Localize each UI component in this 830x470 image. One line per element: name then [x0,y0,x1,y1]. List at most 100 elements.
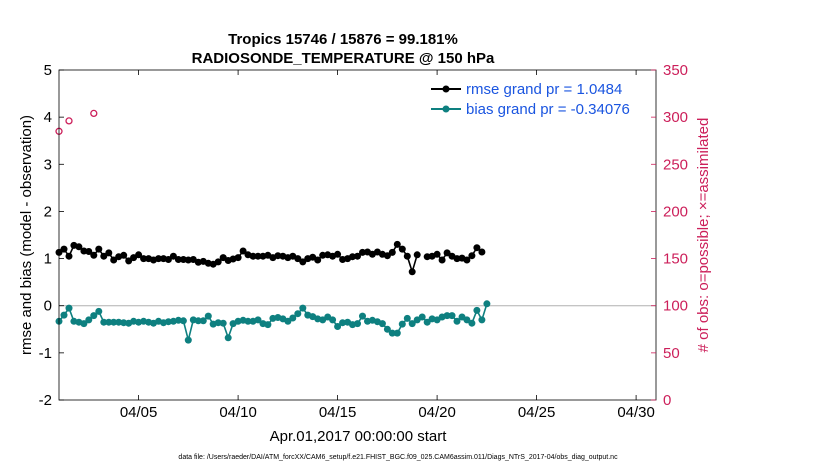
bias-point [359,312,366,320]
rmse-point [398,245,406,253]
rmse-point [100,252,108,260]
y2-tick-label: 250 [663,156,688,173]
bias-point [443,312,451,320]
bias-point [80,320,88,328]
x-tick-label: 04/20 [418,404,456,421]
rmse-point [110,256,118,264]
rmse-point [90,251,98,259]
y-tick-label: 3 [44,156,52,173]
rmse-point [234,254,242,262]
bias-point [60,311,68,319]
rmse-point [120,251,128,259]
y-axis-label: rmse and bias (model - observation) [18,115,35,355]
x-axis: 04/05 04/10 04/15 04/20 04/25 04/30 [120,70,655,421]
footnote: data file: /Users/raeder/DAI/ATM_forcXX/… [178,454,618,461]
y-axis-right: 0 50 100 150 200 250 300 350 [651,62,688,409]
y-tick-label: 1 [44,251,52,268]
rmse-series [55,240,486,276]
rmse-point [60,245,68,253]
rmse-point [438,256,446,264]
rmse-point [174,256,182,263]
bias-point [468,319,476,327]
bias-point [408,320,416,328]
x-tick-label: 04/25 [518,404,556,421]
y-tick-label: -2 [39,392,52,409]
bias-point [105,318,113,326]
y-tick-label: 0 [44,298,52,315]
rmse-point [383,252,391,260]
rmse-point [125,257,133,265]
bias-point [453,317,461,325]
plot-frame [58,69,657,401]
rmse-point [354,252,361,260]
legend-box [426,78,646,120]
rmse-point [294,255,302,263]
rmse-point [105,249,113,257]
obs-possible-marker [65,117,73,125]
y-axis-left: -2 -1 0 1 2 3 4 5 [39,62,64,409]
x-tick-label: 04/05 [120,404,158,421]
chart-subtitle: RADIOSONDE_TEMPERATURE @ 150 hPa [192,50,495,67]
legend-rmse-marker [442,85,450,93]
x-tick-label: 04/10 [219,404,257,421]
rmse-point [433,250,441,258]
y2-tick-label: 300 [663,109,688,126]
bias-point [299,304,307,312]
bias-point [95,307,103,315]
rmse-point [403,252,411,260]
rmse-point [463,256,471,264]
obs-possible-marker [90,109,98,118]
y2-tick-label: 0 [663,392,671,409]
rmse-point [239,247,247,255]
rmse-point [65,252,73,260]
x-tick-label: 04/30 [617,404,655,421]
bias-point [294,310,302,318]
rmse-point [408,268,416,276]
bias-point [284,317,292,325]
rmse-point [214,258,222,266]
bias-point [448,312,456,320]
series-layer [55,109,491,344]
bias-point [418,313,426,321]
bias-point [199,317,207,325]
y2-tick-label: 150 [663,251,688,268]
legend-bias-label: bias grand pr = -0.34076 [466,101,630,118]
rmse-point [478,248,486,256]
bias-point [184,336,192,344]
bias-point [224,334,232,342]
x-axis-label: Apr.01,2017 00:00:00 start [270,428,448,445]
rmse-point [95,245,103,253]
y2-tick-label: 350 [663,62,688,79]
bias-point [164,318,172,326]
bias-point [378,320,386,328]
legend-bias-marker [442,105,450,113]
y2-tick-label: 50 [663,345,680,362]
bias-point [393,329,401,337]
bias-point [289,314,297,322]
rmse-point [393,240,401,248]
rmse-point [359,248,366,256]
bias-point [85,316,93,324]
bias-point [334,323,342,330]
y2-tick-label: 200 [663,203,688,220]
bias-point [423,318,431,326]
bias-point [179,317,187,325]
rmse-point [388,248,396,256]
bias-series [55,300,491,344]
rmse-point [135,251,143,259]
bias-point [65,304,73,312]
bias-point [483,300,491,308]
bias-point [254,316,262,324]
bias-point [194,317,202,325]
rmse-point [473,244,481,252]
y-tick-label: 5 [44,62,52,79]
plot-area [59,70,656,400]
rmse-point [413,251,421,259]
rmse-point [140,255,148,263]
rmse-point [85,248,93,255]
bias-point [244,317,252,325]
x-tick-label: 04/15 [319,404,357,421]
bias-point [388,329,396,337]
bias-point [478,316,486,324]
legend-rmse-label: rmse grand pr = 1.0484 [466,81,622,98]
